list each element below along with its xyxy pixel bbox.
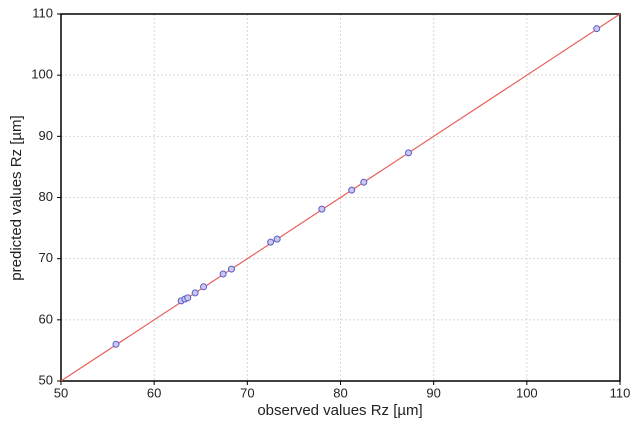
x-tick-label: 100: [516, 385, 538, 400]
x-tick-label: 50: [54, 385, 68, 400]
point: [405, 149, 413, 157]
point: [360, 178, 368, 186]
point: [191, 289, 199, 297]
x-axis-label: observed values Rz [µm]: [257, 402, 422, 419]
y-tick-label: 110: [32, 5, 53, 20]
plot-frame: [60, 13, 621, 382]
y-tick-label: 50: [39, 372, 53, 387]
point: [200, 283, 208, 291]
y-tick-label: 90: [39, 128, 53, 143]
point: [227, 265, 235, 273]
point: [112, 340, 120, 348]
y-tick-label: 60: [39, 311, 53, 326]
point: [348, 186, 356, 194]
x-tick-label: 80: [333, 385, 347, 400]
x-tick-label: 90: [426, 385, 440, 400]
x-tick-label: 110: [610, 385, 631, 400]
point: [273, 235, 281, 243]
point: [184, 294, 192, 302]
x-tick-label: 60: [147, 385, 161, 400]
y-tick-label: 80: [39, 189, 53, 204]
point: [593, 25, 601, 33]
point: [267, 238, 275, 246]
x-tick-label: 70: [240, 385, 254, 400]
y-axis-label: predicted values Rz [µm]: [8, 115, 25, 280]
point: [318, 205, 326, 213]
point: [219, 270, 227, 278]
reference-line: [60, 13, 621, 382]
y-tick-label: 100: [31, 67, 53, 82]
y-tick-label: 70: [39, 250, 53, 265]
